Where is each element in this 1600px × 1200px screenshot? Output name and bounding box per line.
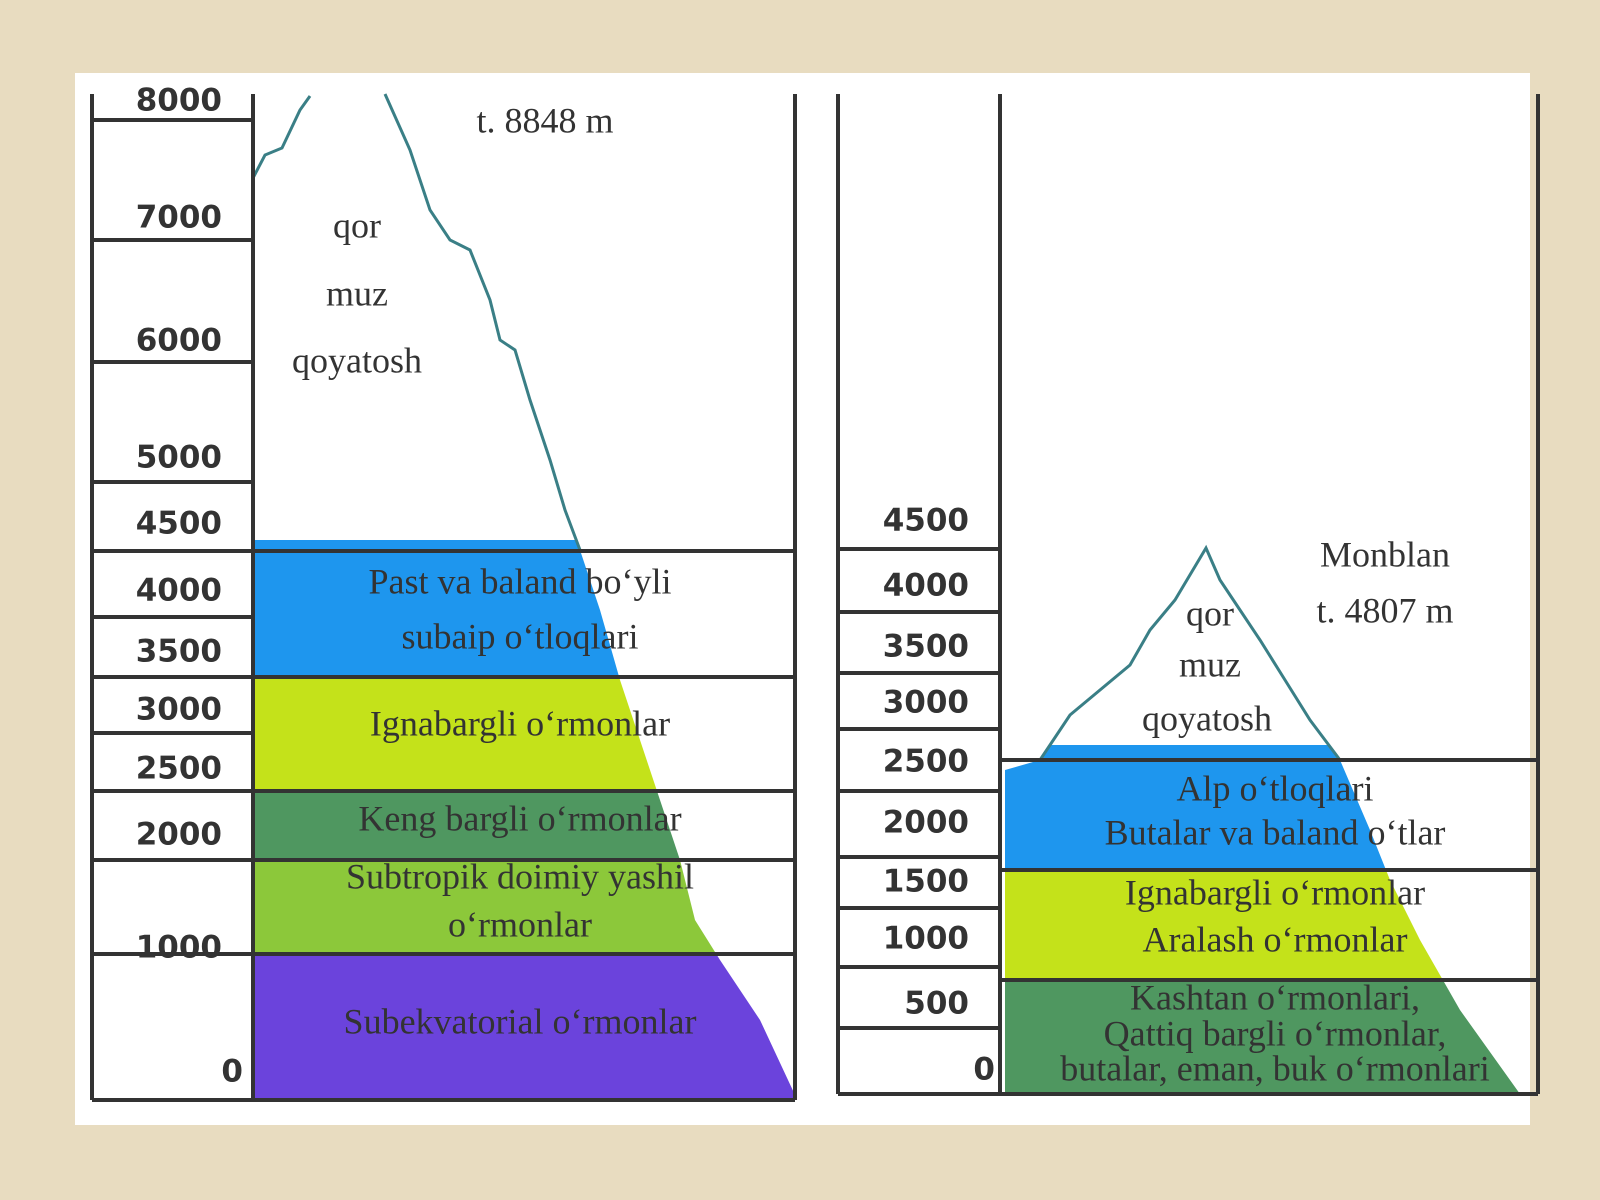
scale-label: 500 [904, 986, 969, 1022]
scale-label: 7000 [136, 200, 222, 236]
zone-label: Past va baland bo‘yli [369, 561, 672, 601]
zone-label: Ignabargli o‘rmonlar [370, 703, 670, 743]
zone-label: Butalar va baland o‘tlar [1105, 812, 1446, 852]
scale-label: 3500 [883, 629, 969, 665]
snow-label: qor [1186, 593, 1234, 633]
snow-label: qoyatosh [292, 340, 422, 380]
scale-label: 4500 [136, 506, 222, 542]
scale-label: 4500 [883, 503, 969, 539]
scale-label: 2500 [883, 744, 969, 780]
scale-label: 1000 [883, 921, 969, 957]
zone-label: Ignabargli o‘rmonlar [1125, 872, 1425, 912]
mountain-outline [251, 95, 312, 179]
scale-label: 5000 [136, 440, 222, 476]
scale-label: 8000 [136, 83, 222, 119]
scale-label: 1500 [883, 864, 969, 900]
zone-label: Qattiq bargli o‘rmonlar, [1104, 1013, 1447, 1053]
peak-label: t. 8848 m [476, 100, 613, 140]
zone-label: butalar, eman, buk o‘rmonlari [1060, 1048, 1489, 1088]
scale-label: 1000 [136, 930, 222, 966]
zone-band [1005, 980, 1520, 1094]
zone-label: subaip o‘tloqlari [402, 616, 639, 656]
zone-label: o‘rmonlar [448, 904, 592, 944]
mountain-outline [383, 93, 582, 551]
scale-label: 2500 [136, 751, 222, 787]
zone-label: Subtropik doimiy yashil [346, 856, 694, 896]
snow-label: qoyatosh [1142, 698, 1272, 738]
scale-label: 6000 [136, 323, 222, 359]
scale-label: 3000 [136, 692, 222, 728]
scale-label: 4000 [883, 568, 969, 604]
zone-band [253, 954, 795, 1100]
snow-label: muz [326, 273, 388, 313]
zone-label: Aralash o‘rmonlar [1143, 919, 1408, 959]
mountain-name: Monblan [1320, 534, 1450, 574]
zone-label: Keng bargli o‘rmonlar [358, 798, 681, 838]
peak-label: t. 4807 m [1316, 590, 1453, 630]
scale-label: 0 [973, 1052, 995, 1088]
zone-label: Subekvatorial o‘rmonlar [344, 1001, 697, 1041]
scale-label: 2000 [136, 817, 222, 853]
zone-label: Alp o‘tloqlari [1177, 768, 1374, 808]
scale-label: 0 [221, 1054, 243, 1090]
scale-label: 4000 [136, 573, 222, 609]
mountain-outline [1038, 544, 1342, 761]
zone-label: Kashtan o‘rmonlari, [1130, 977, 1420, 1017]
scale-label: 3000 [883, 685, 969, 721]
scale-label: 2000 [883, 805, 969, 841]
snow-label: qor [333, 205, 381, 245]
snow-label: muz [1179, 644, 1241, 684]
scale-label: 3500 [136, 634, 222, 670]
